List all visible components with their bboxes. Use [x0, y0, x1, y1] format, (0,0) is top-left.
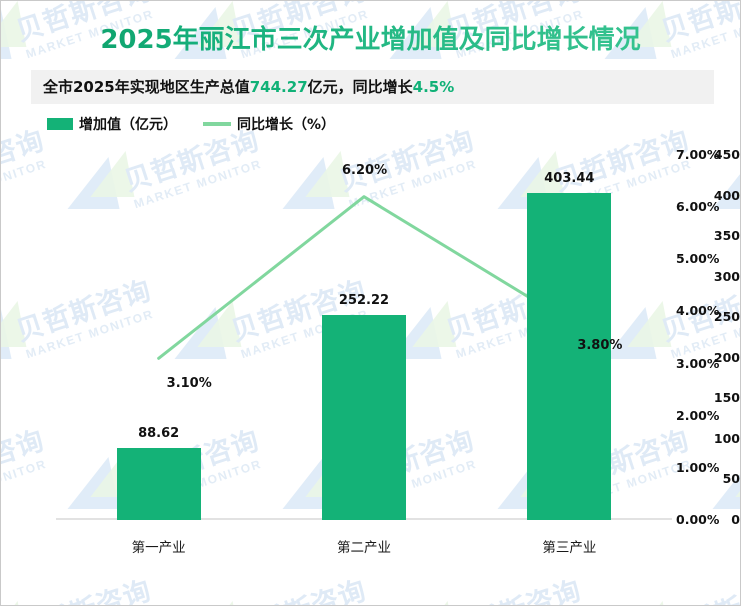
watermark-arrow-icon — [1, 601, 40, 605]
legend-item-bar[interactable]: 增加值（亿元） — [47, 114, 177, 134]
line-value-label: 3.80% — [577, 337, 623, 353]
y-axis-left-tick: 50 — [722, 471, 740, 487]
x-axis-category-label: 第三产业 — [542, 540, 597, 556]
growth-line-path — [157, 195, 571, 360]
y-axis-left-tick: 400 — [713, 187, 740, 203]
watermark-cn-text: 贝哲斯咨询 — [440, 568, 586, 605]
y-axis-left-tick: 150 — [713, 390, 740, 406]
y-axis-right-tick: 4.00% — [676, 303, 720, 319]
bar-value-label: 88.62 — [138, 426, 180, 442]
y-axis-right-tick: 6.00% — [676, 199, 720, 215]
watermark-arrow-icon — [412, 601, 470, 605]
plot-area: 88.62 第一产业 252.22 第二产业 403.44 第三产业 3.10% 6.20% 3… — [56, 155, 672, 556]
y-axis-right-tick: 1.00% — [676, 459, 720, 475]
summary-banner: 全市2025年实现地区生产总值744.27亿元，同比增长4.5% — [31, 70, 714, 104]
summary-gdp-value: 744.27 — [249, 78, 308, 96]
bar-2[interactable] — [322, 315, 406, 520]
watermark-arrow-icon — [627, 601, 685, 605]
chart-legend: 增加值（亿元） 同比增长（%） — [47, 114, 740, 134]
plot-container: 0 50 100 150 200 250 300 350 400 450 0.00% 1.00% 2.… — [1, 146, 740, 566]
page-title: 2025年丽江市三次产业增加值及同比增长情况 — [1, 1, 740, 56]
y-axis-right-tick: 7.00% — [676, 147, 720, 162]
line-value-label: 6.20% — [342, 162, 388, 178]
bar-3[interactable] — [527, 192, 612, 520]
chart-header: 2025年丽江市三次产业增加值及同比增长情况 全市2025年实现地区生产总值74… — [1, 1, 740, 134]
x-axis-category-label: 第二产业 — [337, 540, 391, 556]
y-axis-left-tick: 300 — [713, 268, 740, 284]
watermark-cn-text: 贝哲斯咨询 — [225, 568, 371, 605]
watermark-cn-text: 贝哲斯咨询 — [10, 568, 156, 605]
bar-1[interactable] — [116, 448, 201, 520]
growth-line-series — [157, 195, 571, 360]
y-axis-left-tick: 0 — [731, 512, 740, 527]
legend-item-line[interactable]: 同比增长（%） — [203, 114, 335, 134]
y-axis-right-tick: 0.00% — [676, 512, 720, 527]
y-axis-right-tick: 2.00% — [676, 407, 720, 423]
legend-bar-label: 增加值（亿元） — [79, 117, 177, 133]
line-value-label: 3.10% — [166, 376, 212, 392]
x-axis-category-label: 第一产业 — [131, 540, 186, 556]
legend-bar-swatch-icon — [47, 118, 73, 130]
watermark-cn-text: 贝哲斯咨询 — [655, 568, 740, 605]
bar-value-label: 252.22 — [338, 293, 390, 309]
bar-value-label: 403.44 — [544, 170, 595, 186]
legend-line-swatch-icon — [203, 122, 231, 126]
summary-growth-value: 4.5% — [412, 78, 455, 96]
summary-prefix: 全市2025年实现地区生产总值 — [43, 78, 250, 96]
y-axis-right-tick: 5.00% — [676, 251, 720, 267]
y-axis-left-tick: 250 — [713, 309, 740, 325]
y-axis-left-tick: 100 — [713, 430, 740, 446]
y-axis-left-tick: 200 — [713, 349, 740, 365]
legend-line-label: 同比增长（%） — [237, 117, 336, 133]
y-axis-left-tick: 350 — [713, 228, 740, 244]
watermark-arrow-icon — [197, 601, 255, 605]
summary-middle: 亿元，同比增长 — [307, 78, 413, 96]
y-axis-left-tick: 450 — [713, 147, 740, 162]
y-axis-right-tick: 3.00% — [676, 355, 720, 371]
